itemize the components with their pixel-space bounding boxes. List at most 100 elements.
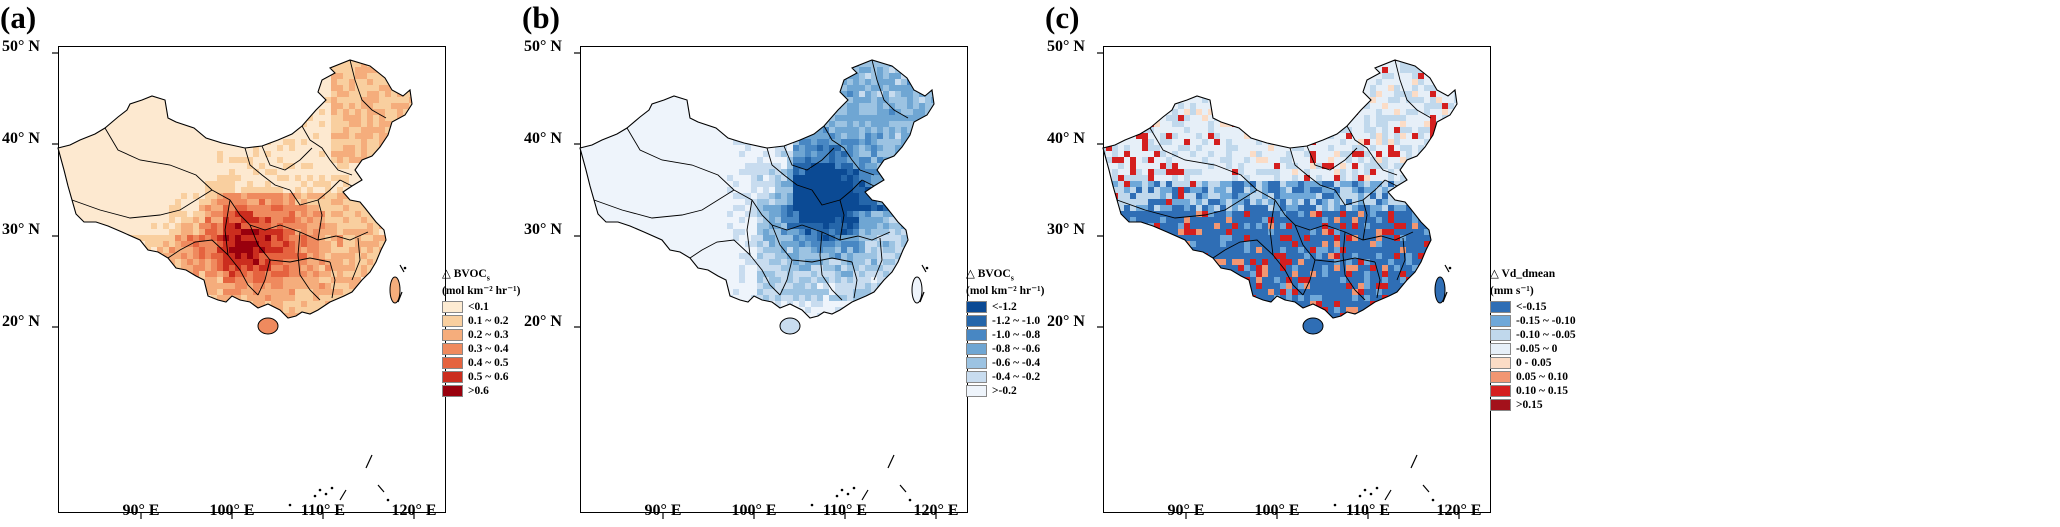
lat-tick-label: 20° N [524,313,562,330]
province-boundary [733,189,803,231]
lat-tick-label: 30° N [2,221,40,238]
lon-tick-label: 110° E [300,502,346,519]
legend-swatch [442,385,463,398]
lat-tick-label: 50° N [524,38,562,55]
island-dot [810,503,814,507]
lon-tick-label: 90° E [122,502,160,519]
island-dot [852,486,856,490]
province-boundary [1302,259,1316,296]
legend-label: >-0.2 [992,385,1017,398]
legend-swatch [1490,343,1511,356]
legend-unit: (mm s⁻¹) [1490,285,1534,298]
legend-title: △ Vd_dmean [1490,268,1556,280]
legend: △ BVOCs (mol km⁻² hr⁻¹) <0.1 0.1 ~ 0.2 0.2… [442,268,520,398]
legend-label: <-1.2 [992,301,1017,314]
legend-item: -1.0 ~ -0.8 [966,328,1044,342]
province-boundary [1116,189,1258,219]
legend-label: -1.2 ~ -1.0 [992,315,1041,328]
province-boundary [1374,261,1381,299]
lat-tick-label: 30° N [1047,221,1085,238]
legend-items: <0.1 0.1 ~ 0.2 0.2 ~ 0.3 0.3 ~ 0.4 0.4 ~ 0.5… [442,300,520,398]
province-boundary [167,239,229,259]
lon-tick-label: 100° E [209,502,255,519]
legend-label: 0 - 0.05 [1516,357,1552,370]
hainan-island [1302,317,1324,335]
map-b [574,52,937,519]
legend-item: -0.10 ~ -0.05 [1490,328,1576,342]
legend-swatch [442,315,463,328]
lat-tick-label: 40° N [524,130,562,147]
nine-dash-line [1384,489,1392,501]
legend-swatch [1490,357,1511,370]
panel-b: (b) 50° N 40° N 30° N 20° N 90° E 100° E… [522,0,1182,527]
nine-dash-line [365,454,373,469]
lon-tick-label: 90° E [1167,502,1205,519]
province-boundary [1289,147,1336,191]
legend-label: 0.2 ~ 0.3 [468,329,509,342]
legend-swatch [442,371,463,384]
taiwan-island [1434,276,1446,304]
island-dot [1363,488,1367,492]
nine-dash-line [861,489,869,501]
legend-label: 0.05 ~ 0.10 [1516,371,1568,384]
legend-label: 0.1 ~ 0.2 [468,315,509,328]
province-boundary [1149,127,1258,191]
legend-label: -1.0 ~ -0.8 [992,329,1041,342]
island-dot [925,266,929,270]
legend-item: 0.2 ~ 0.3 [442,328,520,342]
island-dot [313,494,317,498]
province-boundary [1384,179,1398,187]
province-boundary [771,224,853,263]
country-outline [1102,59,1458,319]
legend-swatch [442,357,463,370]
legend-swatch [442,343,463,356]
legend-item: 0.1 ~ 0.2 [442,314,520,328]
province-boundary [104,127,213,191]
panel-a: (a) 50° N 40° N 30° N 20° N 90° E 100° E… [0,0,660,527]
nine-dash-line [921,264,927,273]
province-boundary [746,199,781,296]
legend-item: -0.6 ~ -0.4 [966,356,1044,370]
legend-item: >0.15 [1490,398,1576,412]
legend-item: 0.4 ~ 0.5 [442,356,520,370]
country-outline [57,59,413,319]
hainan-island [257,317,279,335]
legend: △ Vd_dmean (mm s⁻¹) <-0.15 -0.15 ~ -0.10-… [1490,268,1576,412]
hainan-island [779,317,801,335]
island-dot [403,266,407,270]
legend-item: 0.3 ~ 0.4 [442,342,520,356]
map-fill [1103,60,1457,318]
province-boundary [1396,237,1406,281]
province-boundary [779,259,793,296]
nine-dash-line [887,454,895,469]
legend-label: >0.6 [468,385,489,398]
legend-items: <-1.2 -1.2 ~ -1.0 -1.0 ~ -0.8 -0.8 ~ -0.6 -0… [966,300,1044,398]
province-boundary [861,179,875,187]
province-boundary [689,239,751,259]
lon-tick-label: 110° E [822,502,868,519]
legend-label: -0.10 ~ -0.05 [1516,329,1576,342]
lat-tick-label: 50° N [2,38,40,55]
legend-item: >-0.2 [966,384,1044,398]
province-boundary [297,231,321,301]
legend-swatch [966,301,987,314]
province-boundary [244,147,291,191]
island-dot [386,498,390,502]
lat-tick-label: 20° N [2,313,40,330]
legend-swatch [966,371,987,384]
legend-unit: (mol km⁻² hr⁻¹) [442,285,521,298]
legend-label: <-0.15 [1516,301,1547,314]
legend-swatch [966,315,987,328]
island-dot [318,488,322,492]
lat-tick-label: 30° N [524,221,562,238]
nine-dash-line [899,484,907,493]
island-dot [1375,486,1379,490]
province-boundary [1256,189,1326,231]
province-boundary [1334,189,1364,206]
island-dot [846,492,850,496]
province-boundary [626,127,735,191]
province-boundary [1346,125,1398,176]
taiwan-island [389,276,401,304]
legend-label: 0.3 ~ 0.4 [468,343,509,356]
legend-item: 0.05 ~ 0.10 [1490,370,1576,384]
